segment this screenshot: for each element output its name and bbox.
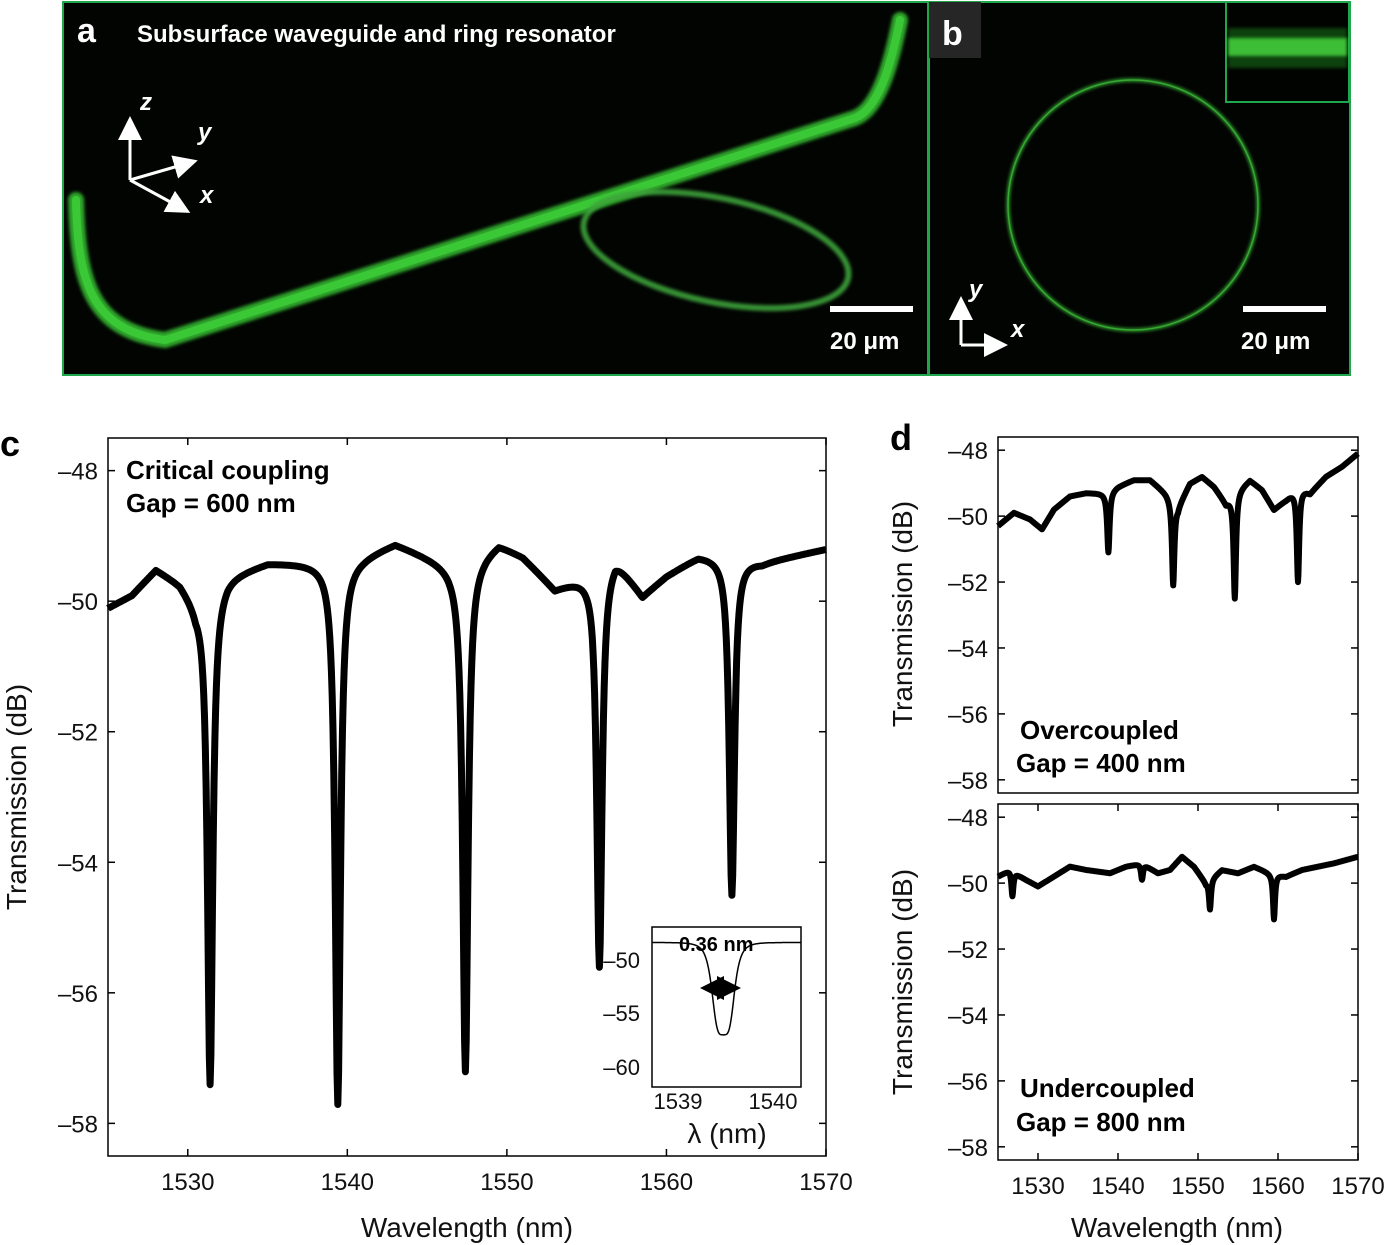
inset-dip-trace: [652, 941, 801, 1036]
y-tick-label: –54: [58, 850, 98, 877]
panel-d-bottom-ylabel: Transmission (dB): [887, 869, 918, 1095]
panel-d-top-annotation: Overcoupled: [1020, 715, 1179, 745]
x-tick-label: 1540: [1091, 1173, 1144, 1200]
y-tick-label: –52: [58, 720, 98, 747]
panel-d-top-frame: [997, 436, 1359, 794]
panel-c-inset: 0.36 nm –50 –55 –60 1539 1540 λ (nm): [603, 926, 802, 1149]
panel-a-axes-triad: [118, 116, 198, 213]
y-tick-label: –58: [58, 1111, 98, 1138]
y-tick-label: –52: [948, 570, 988, 597]
panel-d-top-trace: [995, 450, 1361, 602]
y-tick-label: –48: [948, 438, 988, 465]
panel-b-micrograph: b y x 20 μm: [928, 1, 1351, 376]
panel-a-title: Subsurface waveguide and ring resonator: [137, 21, 616, 48]
panel-a-letter: a: [77, 12, 97, 50]
panel-d-bottom-trace: [995, 853, 1361, 923]
panel-c-x-ticks: 1530 1540 1550 1560 1570: [161, 438, 853, 1196]
panel-c-chart: c –48 –50 –52 –54 –56 –58 1530 1540 1550 1560 157…: [0, 423, 853, 1243]
inset-xlabel: λ (nm): [687, 1118, 766, 1149]
y-tick-label: –56: [948, 1069, 988, 1096]
panel-d-bottom-frame: [997, 803, 1359, 1161]
axis-x-label: x: [198, 182, 215, 209]
panel-d-top-y-ticks: –48 –50 –52 –54 –56 –58: [948, 438, 1358, 795]
panel-b-axes-triad: [949, 296, 1008, 357]
x-tick-label: 1570: [1331, 1173, 1384, 1200]
inset-ytick: –50: [603, 948, 640, 973]
x-tick-label: 1530: [1011, 1173, 1064, 1200]
panel-d-top-ylabel: Transmission (dB): [887, 501, 918, 727]
panel-d-top-gap: Gap = 400 nm: [1016, 748, 1186, 778]
panel-d-bottom-y-ticks: –48 –50 –52 –54 –56 –58: [948, 805, 1358, 1162]
x-tick-label: 1530: [161, 1169, 214, 1196]
y-tick-label: –58: [948, 768, 988, 795]
y-tick-label: –54: [948, 636, 988, 663]
y-tick-label: –48: [58, 459, 98, 486]
y-tick-label: –56: [58, 981, 98, 1008]
y-tick-label: –52: [948, 937, 988, 964]
panel-d-top-dips: [997, 452, 1359, 600]
panel-c-transmission-dips: [107, 543, 827, 1106]
panel-c-ylabel: Transmission (dB): [1, 684, 32, 910]
panel-c-xlabel: Wavelength (nm): [361, 1212, 573, 1243]
x-tick-label: 1550: [1171, 1173, 1224, 1200]
panel-d-letter: d: [890, 417, 912, 458]
y-tick-label: –54: [948, 1003, 988, 1030]
x-tick-label: 1570: [799, 1169, 852, 1196]
inset-xtick: 1540: [749, 1089, 798, 1114]
panel-b-scale-label: 20 μm: [1241, 328, 1310, 355]
inset-ytick: –60: [603, 1055, 640, 1080]
panel-a-scale-label: 20 μm: [830, 328, 899, 355]
panel-d-bottom-annotation: Undercoupled: [1020, 1073, 1195, 1103]
panel-d-bottom-x-ticks: 1530 1540 1550 1560 1570: [1011, 804, 1385, 1200]
panel-b-letter: b: [942, 15, 963, 53]
x-tick-label: 1550: [480, 1169, 533, 1196]
y-tick-label: –58: [948, 1135, 988, 1162]
panel-d-xlabel: Wavelength (nm): [1071, 1212, 1283, 1243]
panel-c-letter: c: [0, 423, 20, 464]
panel-c-annotation-gap: Gap = 600 nm: [126, 488, 296, 518]
panel-b-letter-badge: [929, 2, 981, 58]
panel-d-bottom-dips: [997, 855, 1359, 921]
y-tick-label: –50: [948, 504, 988, 531]
axis-y-label: y: [197, 119, 213, 146]
inset-ytick: –55: [603, 1001, 640, 1026]
panel-d-bottom-gap: Gap = 800 nm: [1016, 1107, 1186, 1137]
panel-d-charts: d –48 –50 –52 –54 –56 –58 Transmission (dB) O…: [887, 417, 1385, 1243]
x-tick-label: 1560: [1251, 1173, 1304, 1200]
inset-xtick: 1539: [654, 1089, 703, 1114]
panel-a-micrograph: a Subsurface waveguide and ring resonato…: [62, 1, 929, 376]
panel-b-axis-x: x: [1009, 316, 1026, 343]
panel-b-axis-y: y: [968, 276, 984, 303]
panel-c-annotation-coupling: Critical coupling: [126, 455, 330, 485]
axis-z-label: z: [139, 89, 152, 116]
y-tick-label: –56: [948, 702, 988, 729]
y-tick-label: –50: [948, 871, 988, 898]
panel-c-plot-frame: [107, 437, 827, 1157]
inset-fwhm-label: 0.36 nm: [679, 934, 753, 956]
x-tick-label: 1560: [640, 1169, 693, 1196]
x-tick-label: 1540: [321, 1169, 374, 1196]
ring-resonator-3d: [580, 188, 852, 312]
y-tick-label: –50: [58, 589, 98, 616]
panel-c-y-ticks: –48 –50 –52 –54 –56 –58: [58, 459, 826, 1138]
y-tick-label: –48: [948, 805, 988, 832]
